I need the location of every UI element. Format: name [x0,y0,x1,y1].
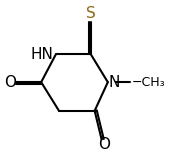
Text: −CH₃: −CH₃ [132,76,166,89]
Text: S: S [86,7,96,21]
Text: O: O [4,75,16,90]
Text: N: N [109,75,120,90]
Text: HN: HN [31,47,54,62]
Text: O: O [98,137,110,152]
